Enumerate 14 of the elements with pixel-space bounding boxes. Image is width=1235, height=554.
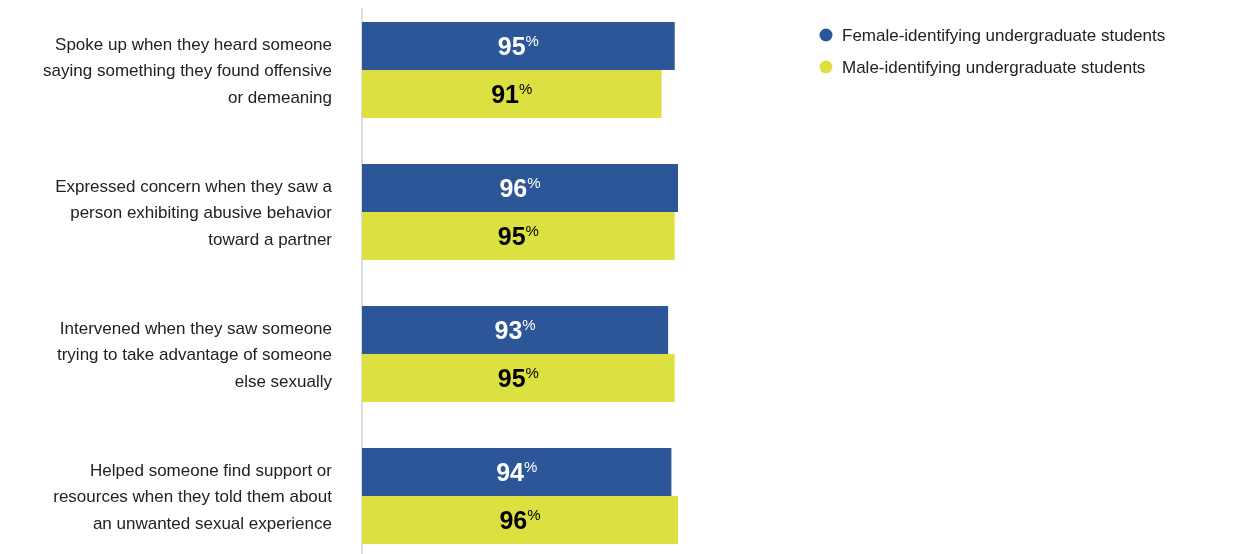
data-label: 95$^{%}$ [497, 222, 539, 250]
data-label: 94$^{%}$ [496, 458, 538, 486]
data-label: 93$^{%}$ [494, 316, 536, 344]
y-tick-label: Intervened when they saw someone trying to take advantage of someone else sexually [56, 318, 333, 391]
legend-label: Female-identifying undergraduate students [842, 26, 1166, 45]
data-label: 95$^{%}$ [497, 364, 539, 392]
y-tick-label: Spoke up when they heard someone saying something they found offensive or demeaning [43, 34, 332, 107]
legend-label: Male-identifying undergraduate students [842, 58, 1146, 77]
data-label: 96$^{%}$ [499, 174, 541, 202]
data-label: 91$^{%}$ [491, 80, 533, 108]
y-tick-label: Expressed concern when they saw a person exhibiting abusive behavior toward a partner [55, 176, 333, 249]
y-tick-label: Helped someone find support or resources when they told them about an unwanted sexual experience [53, 460, 333, 533]
data-label: 96$^{%}$ [499, 506, 541, 534]
data-label: 95$^{%}$ [497, 32, 539, 60]
